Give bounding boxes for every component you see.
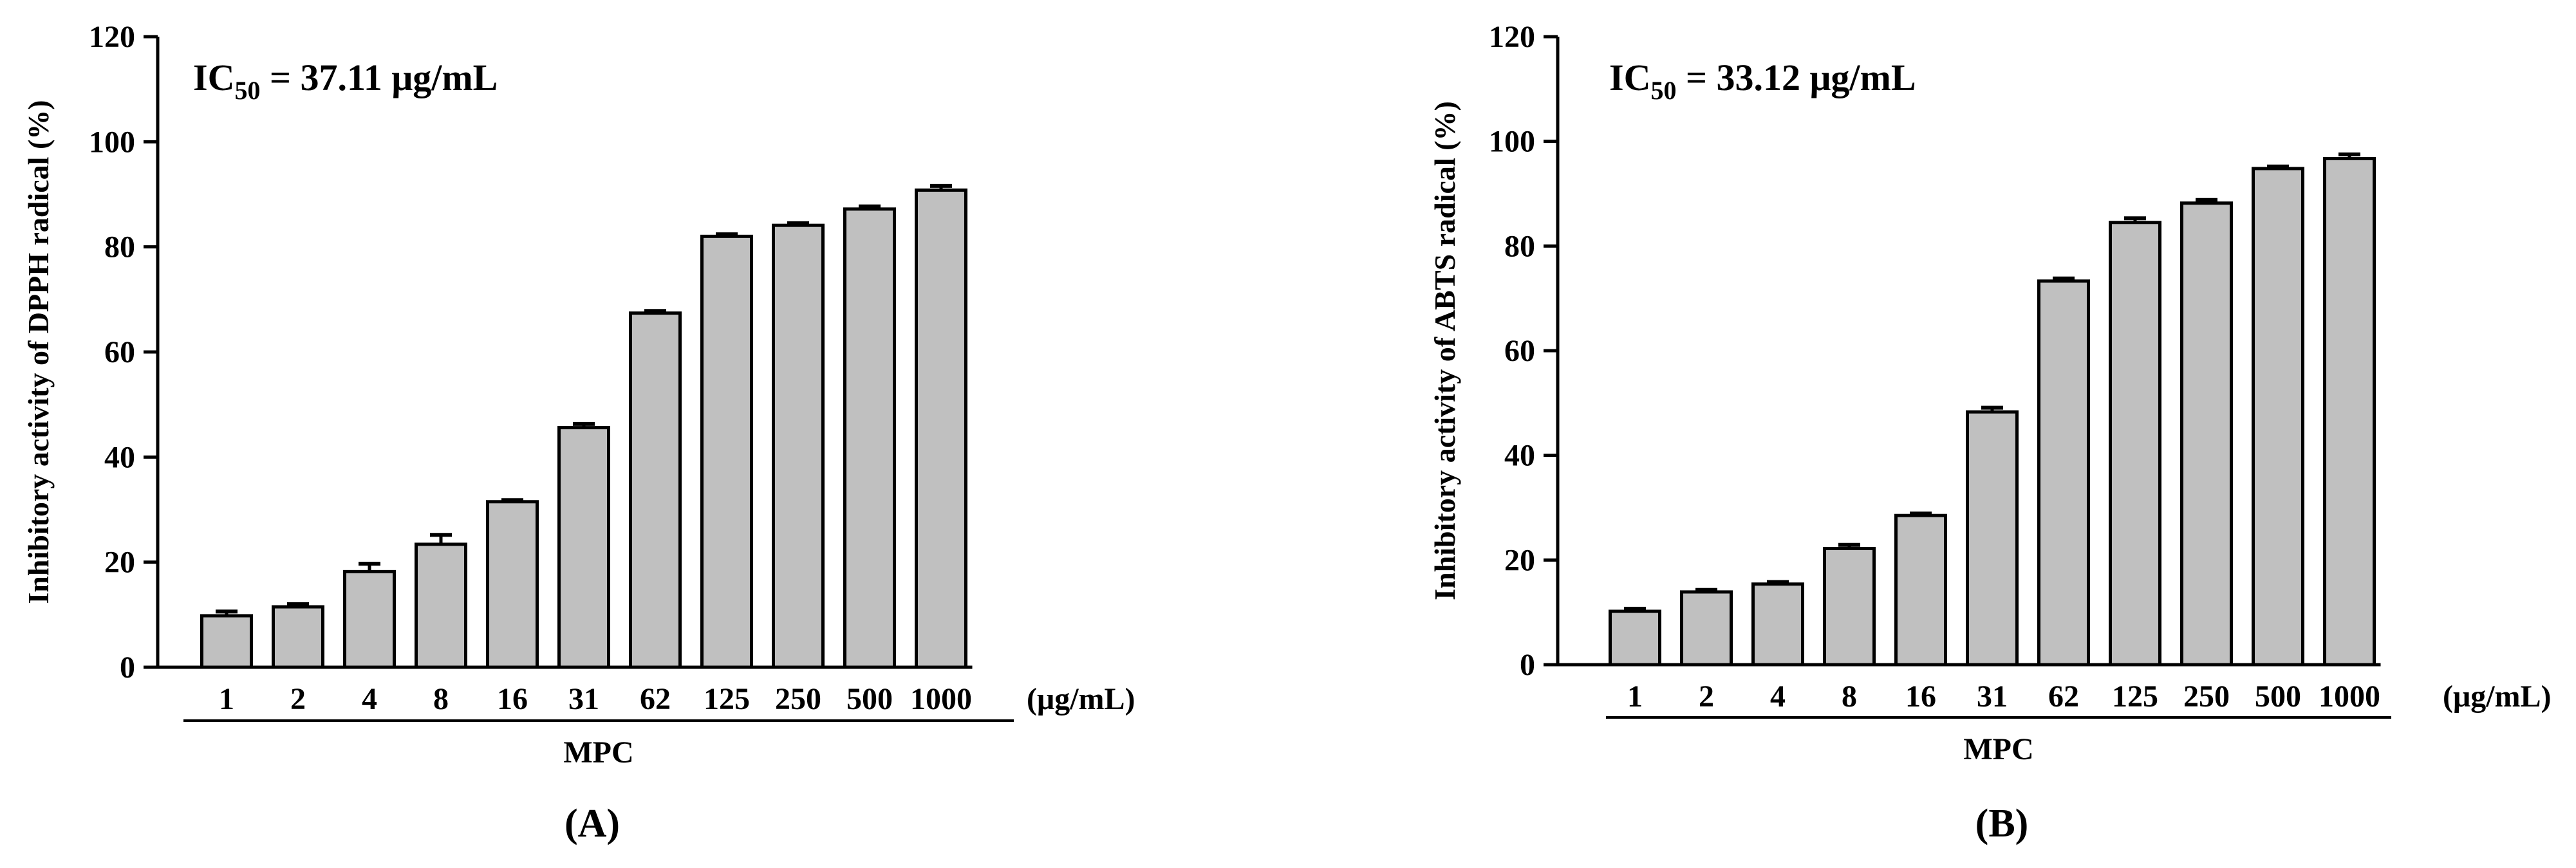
x-tick-label: 125 [2112,679,2158,714]
y-tick-label: 100 [1489,125,1535,159]
y-tick-label: 100 [89,125,135,159]
bar-125 [700,234,753,669]
bar-8 [1823,546,1876,667]
bar-8 [415,542,467,669]
ic50-annotation: IC50 = 37.11 μg/mL [193,57,498,105]
bar-62 [2037,279,2090,667]
bar-16 [1894,513,1947,667]
x-tick-label: 1000 [910,682,972,716]
bar-4 [343,569,396,669]
x-tick-label: 1 [1627,679,1643,714]
y-tick-label: 60 [1504,334,1535,368]
bar-125 [2109,221,2161,667]
bar-1 [1609,609,1661,667]
y-tick-label: 80 [104,230,135,264]
x-tick-label: 4 [1770,679,1786,714]
x-tick-label: 62 [640,682,671,716]
y-axis-title: Inhibitory activity of ABTS radical (%) [1428,101,1461,600]
y-tick-label: 60 [104,335,135,369]
chart-panel-a: 0 20 40 60 80 100 120 1 2 4 8 16 31 62 125 250 500 1000 (μ… [22,20,1135,845]
bar-1000 [2323,157,2376,667]
bar-500 [2252,167,2304,667]
bar-500 [843,207,896,669]
chart-panel-b: 0 20 40 60 80 100 120 1 2 4 8 16 31 62 125 250 500 1000 (μ… [1428,20,2552,845]
x-tick-label: 125 [704,682,750,716]
y-tick-label: 120 [89,20,135,54]
panel-label: (A) [565,802,620,845]
x-tick-label: 8 [1842,679,1857,714]
bar-1 [200,614,253,669]
x-tick-label: 250 [2183,679,2230,714]
bar-4 [1751,582,1804,667]
bar-31 [1966,410,2019,667]
x-group-label: MPC [1963,732,2033,766]
y-tick-label: 80 [1504,229,1535,263]
x-tick-label: 1 [219,682,234,716]
y-axis-title: Inhibitory activity of DPPH radical (%) [22,100,55,604]
x-tick-label: 2 [1699,679,1714,714]
y-tick-label: 40 [104,440,135,474]
bar-16 [486,500,539,669]
y-tick-label: 20 [1504,543,1535,577]
x-group-label: MPC [563,735,633,770]
y-tick-label: 0 [1520,648,1535,682]
y-tick-label: 20 [104,546,135,580]
x-tick-label: 2 [290,682,306,716]
y-tick-label: 40 [1504,439,1535,473]
x-unit-label: (μg/mL) [1027,682,1135,716]
y-tick-label: 0 [120,651,135,685]
bar-1000 [915,188,967,669]
x-tick-label: 31 [1977,679,2008,714]
panel-label: (B) [1975,802,2029,845]
x-tick-label: 250 [775,682,821,716]
x-tick-label: 31 [568,682,599,716]
x-tick-label: 500 [846,682,893,716]
x-tick-label: 16 [497,682,528,716]
x-tick-label: 8 [433,682,449,716]
x-unit-label: (μg/mL) [2443,679,2552,714]
x-tick-label: 1000 [2319,679,2380,714]
bar-250 [2180,201,2233,667]
x-tick-label: 62 [2048,679,2079,714]
bar-62 [629,311,682,669]
y-tick-label: 120 [1489,20,1535,54]
bar-31 [557,426,610,669]
bar-2 [272,605,324,669]
x-tick-label: 16 [1905,679,1936,714]
bar-250 [772,223,825,669]
x-tick-label: 500 [2255,679,2301,714]
ic50-annotation: IC50 = 33.12 μg/mL [1609,57,1916,105]
bar-2 [1680,590,1733,667]
x-tick-label: 4 [362,682,377,716]
